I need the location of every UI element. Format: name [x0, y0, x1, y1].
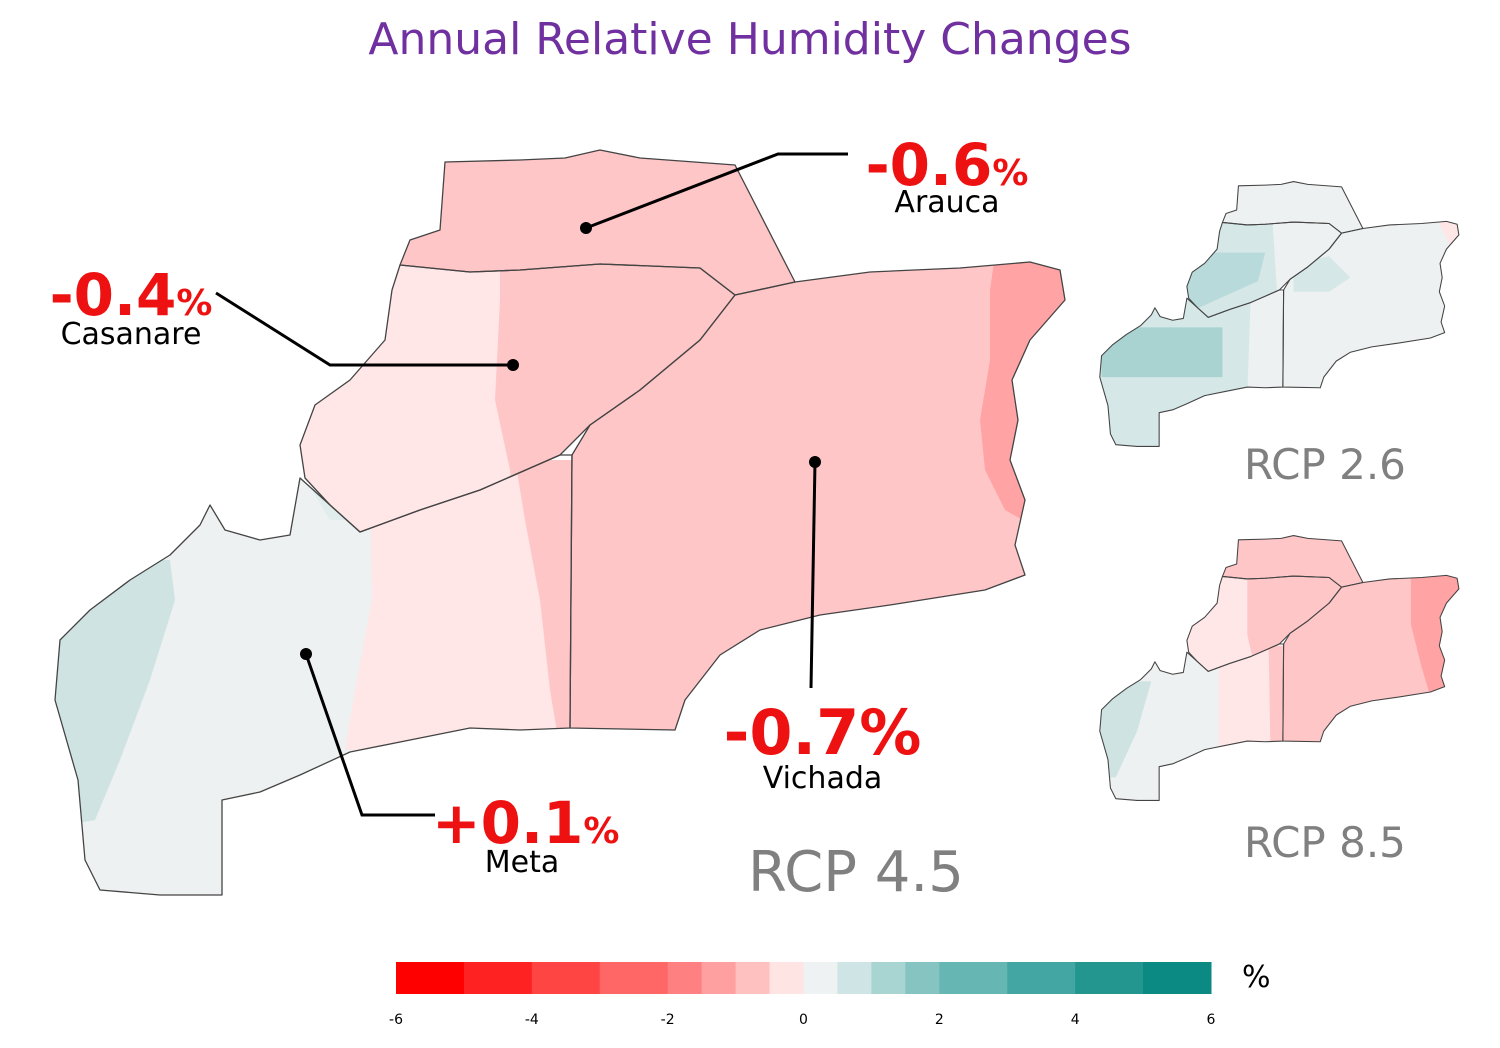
- figure-title: Annual Relative Humidity Changes: [368, 14, 1132, 65]
- callout-dots: [300, 222, 821, 660]
- callout-leaders: [215, 152, 848, 817]
- callout-meta-name: Meta: [484, 845, 560, 880]
- dot-arauca: [580, 222, 592, 234]
- inset-map-top: [1099, 181, 1460, 447]
- callout-arauca-name: Arauca: [894, 185, 1000, 220]
- callout-casanare-name: Casanare: [60, 317, 202, 352]
- callout-arauca-value: -0.6%: [865, 131, 1029, 199]
- department-borders: [54, 149, 1066, 896]
- dot-casanare: [507, 359, 519, 371]
- leader-meta: [304, 653, 435, 817]
- callout-casanare-value: -0.4%: [49, 261, 213, 329]
- callout-vichada-value: -0.7%: [723, 696, 922, 769]
- leader-vichada: [809, 461, 817, 689]
- callout-meta-value: +0.1%: [432, 789, 620, 857]
- callout-vichada: -0.7% Vichada: [720, 702, 925, 794]
- scenario-label-main: RCP 4.5: [748, 840, 964, 905]
- leader-arauca: [585, 152, 848, 230]
- scenario-label-inset-top: RCP 2.6: [1244, 440, 1406, 489]
- callout-vichada-name: Vichada: [762, 761, 883, 796]
- leader-casanare: [215, 291, 513, 367]
- dot-meta: [300, 648, 312, 660]
- legend-unit: %: [1242, 960, 1271, 995]
- callout-arauca: -0.6% Arauca: [862, 136, 1032, 218]
- inset-map-bottom: [1099, 535, 1460, 801]
- callout-meta: +0.1% Meta: [432, 789, 620, 880]
- dot-vichada: [809, 456, 821, 468]
- callout-casanare: -0.4% Casanare: [46, 266, 216, 350]
- scenario-label-inset-bottom: RCP 8.5: [1244, 818, 1406, 867]
